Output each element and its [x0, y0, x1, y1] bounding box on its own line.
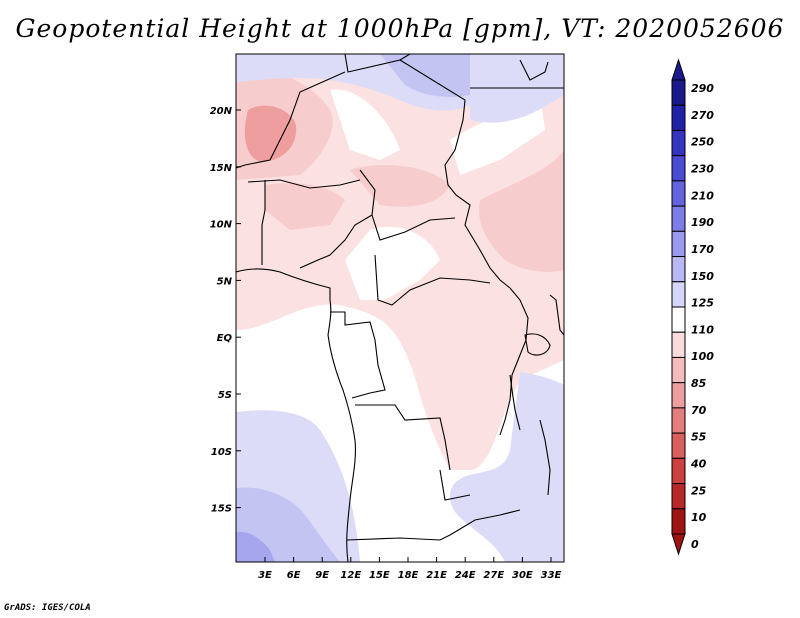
colorbar-segment — [671, 306, 686, 333]
lon-label: 9E — [315, 570, 329, 581]
lat-label: 5N — [217, 276, 233, 287]
lon-label: 27E — [483, 570, 504, 581]
lon-label: 24E — [455, 570, 476, 581]
lon-label: 3E — [258, 570, 272, 581]
border-chad-car — [371, 214, 456, 241]
colorbar-segment — [671, 432, 686, 459]
border-angola-namibia — [346, 534, 451, 541]
colorbar-segment — [671, 356, 686, 384]
field-blue-southwest-dark — [236, 531, 275, 562]
lon-label: 33E — [541, 570, 562, 581]
lon-label: 6E — [287, 570, 301, 581]
colorbar-label: 230 — [691, 162, 714, 175]
border-drc-angola — [355, 404, 451, 471]
colorbar-label: 290 — [691, 82, 714, 95]
border-congo-drc — [351, 339, 386, 399]
colorbar-segment — [671, 382, 686, 409]
colorbar-segment — [671, 180, 686, 207]
colorbar-label: 190 — [691, 216, 714, 229]
colorbar-label: 110 — [691, 323, 714, 336]
lat-label: EQ — [217, 333, 233, 344]
colorbar-label: 55 — [691, 431, 707, 444]
colorbar-label: 40 — [690, 458, 707, 471]
colorbar-label: 270 — [691, 109, 714, 122]
lon-label: 30E — [512, 570, 533, 581]
border-libya-chad — [344, 54, 411, 73]
colorbar-top-arrow — [671, 58, 686, 81]
colorbar: 2902702502302101901701501251101008570554… — [671, 58, 714, 556]
latitude-axis: 20N 15N 10N 5N EQ 5S 10S 15S — [210, 106, 241, 515]
colorbar-label: 25 — [691, 484, 707, 497]
border-cameroon-gabon — [330, 311, 376, 341]
border-zambia-south — [449, 509, 521, 536]
colorbar-label: 150 — [691, 270, 714, 283]
border-east-africa — [499, 287, 529, 436]
coast-red-sea — [519, 59, 549, 81]
lat-label: 5S — [218, 390, 232, 401]
field-pink-north — [350, 165, 450, 207]
colorbar-label: 70 — [691, 404, 707, 417]
grads-credit: GrADS: IGES/COLA — [4, 603, 91, 613]
colorbar-label: 125 — [691, 297, 714, 310]
lat-label: 10S — [211, 447, 232, 458]
map-title: Geopotential Height at 1000hPa [gpm], VT… — [15, 14, 785, 43]
longitude-axis: 3E 6E 9E 12E 15E 18E 21E 24E 27E 30E 33E — [258, 557, 562, 581]
colorbar-segment — [671, 230, 686, 258]
lake-victoria — [524, 333, 551, 356]
colorbar-label: 85 — [691, 377, 707, 390]
border-car-south — [374, 254, 491, 306]
map-plot — [236, 54, 564, 562]
field-pink-east — [479, 150, 564, 272]
lon-label: 18E — [398, 570, 419, 581]
colorbar-label: 0 — [691, 538, 699, 551]
lake-tanganyika — [509, 374, 521, 431]
border-chad-nigeria — [299, 169, 376, 269]
lon-label: 12E — [340, 570, 361, 581]
colorbar-label: 100 — [691, 350, 714, 363]
border-chad-sudan — [399, 59, 511, 289]
field-white-center — [345, 226, 440, 300]
field-red-northwest — [244, 105, 297, 162]
lat-label: 10N — [210, 220, 233, 231]
colorbar-segment — [671, 129, 686, 157]
border-kenya — [549, 294, 564, 336]
colorbar-segment — [671, 331, 686, 358]
colorbar-segment — [671, 281, 686, 308]
colorbar-bottom-arrow — [671, 533, 686, 556]
colorbar-segment — [671, 508, 686, 535]
map-frame — [235, 53, 565, 563]
colorbar-label: 210 — [691, 189, 714, 202]
field-pink-west — [265, 183, 345, 230]
border-nigeria-niger — [247, 179, 361, 189]
colorbar-segment — [671, 407, 686, 434]
border-angola-zambia — [439, 469, 471, 501]
lon-label: 15E — [369, 570, 390, 581]
field-white-north — [330, 89, 400, 160]
lon-label: 21E — [426, 570, 447, 581]
lat-label: 15S — [211, 504, 232, 515]
lake-malawi — [539, 419, 551, 496]
lat-label: 15N — [210, 163, 233, 174]
colorbar-segment — [671, 256, 686, 283]
lat-label: 20N — [210, 106, 233, 117]
field-blue-southeast — [450, 372, 564, 562]
colorbar-segment — [671, 457, 686, 485]
coastline-west-africa — [236, 268, 356, 562]
map-borders — [236, 54, 564, 562]
border-benin — [261, 180, 266, 265]
colorbar-label: 170 — [691, 243, 714, 256]
border-niger-chad — [236, 71, 346, 169]
colorbar-segment — [671, 205, 686, 232]
colorbar-segment — [671, 104, 686, 131]
colorbar-segment — [671, 483, 686, 510]
colorbar-segment — [671, 79, 686, 106]
colorbar-segment — [671, 155, 686, 182]
colorbar-label: 10 — [691, 511, 707, 524]
colorbar-label: 250 — [691, 136, 714, 149]
